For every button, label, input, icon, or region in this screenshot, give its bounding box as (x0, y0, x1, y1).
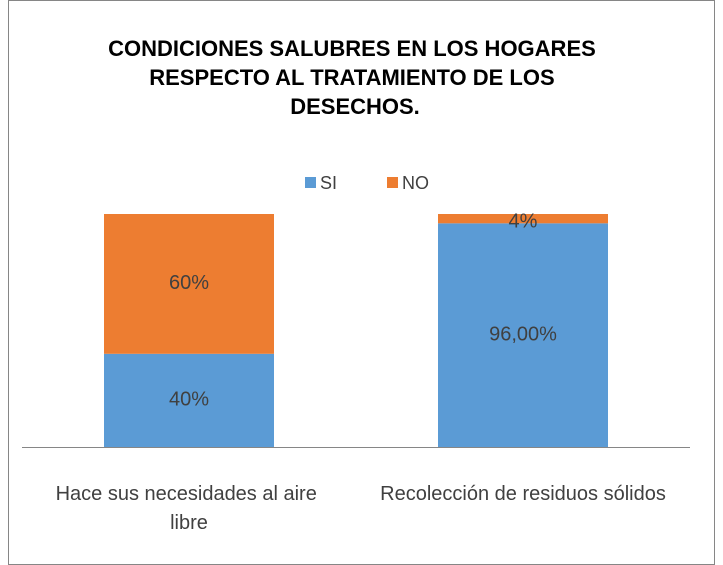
bar-segment (438, 214, 608, 224)
bar-segment (438, 223, 608, 447)
value-label: 40% (169, 389, 209, 411)
legend-swatch (305, 177, 316, 188)
legend-swatch (387, 177, 398, 188)
x-tick-label: Recolección de residuos sólidos (380, 483, 666, 505)
chart-title: CONDICIONES SALUBRES EN LOS HOGARES RESP… (108, 36, 602, 119)
value-label: 60% (169, 272, 209, 294)
legend-label: NO (402, 173, 429, 193)
value-label: 96,00% (489, 323, 557, 345)
bar-segment (104, 214, 274, 354)
bar-segment (104, 353, 274, 447)
value-label: 4% (509, 210, 538, 232)
x-tick-label: Hace sus necesidades al aire libre (56, 483, 323, 534)
legend-label: SI (320, 173, 337, 193)
